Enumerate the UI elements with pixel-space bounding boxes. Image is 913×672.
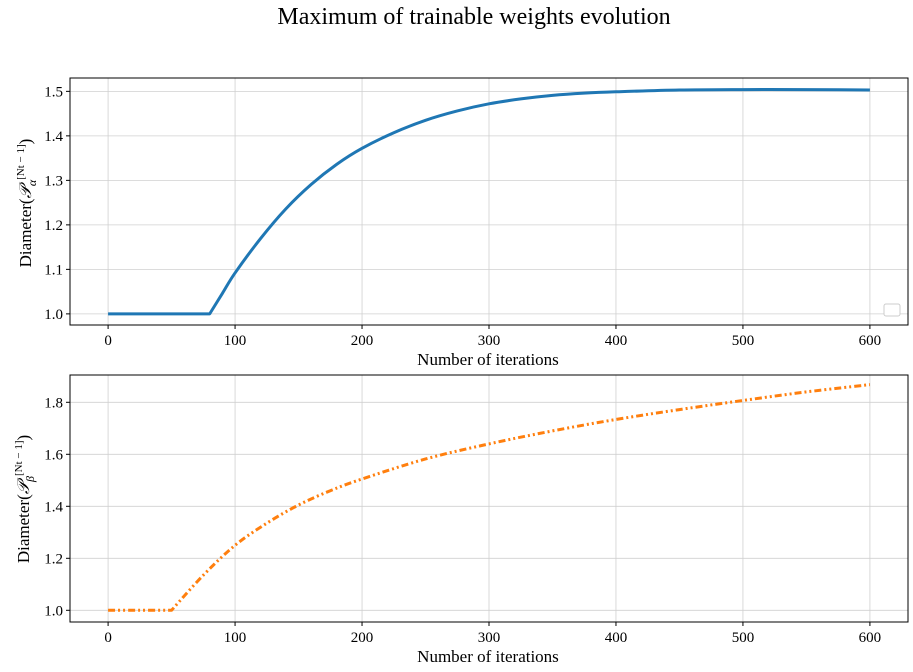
grid-lines bbox=[70, 78, 908, 325]
svg-text:Diameter(𝒫α[Nt − 1]): Diameter(𝒫α[Nt − 1]) bbox=[15, 139, 39, 268]
y-label-superscript: [Nt − 1] bbox=[15, 144, 27, 180]
y-tick-label: 1.2 bbox=[44, 551, 63, 567]
x-tick-label: 0 bbox=[104, 630, 112, 646]
legend-box bbox=[883, 303, 901, 317]
y-tick-label: 1.6 bbox=[44, 447, 63, 463]
y-axis-label: Diameter(𝒫β[Nt − 1]) bbox=[13, 435, 37, 563]
series-line bbox=[108, 383, 871, 612]
grid-lines bbox=[70, 375, 908, 622]
subplot-alpha: 0 100 200 300 400 500 600 1.0 1.1 1.2 1.3 1.4 1.5 Nu… bbox=[15, 77, 909, 369]
y-tick-label: 1.0 bbox=[44, 307, 63, 323]
y-axis-label: Diameter(𝒫α[Nt − 1]) bbox=[15, 139, 39, 268]
x-tick-label: 200 bbox=[351, 630, 374, 646]
x-tick-label: 100 bbox=[224, 630, 247, 646]
x-tick-label: 300 bbox=[478, 630, 501, 646]
x-axis-label: Number of iterations bbox=[417, 647, 559, 666]
x-tick-label: 200 bbox=[351, 333, 374, 349]
y-tick-label: 1.4 bbox=[44, 499, 63, 515]
y-label-suffix: ) bbox=[16, 139, 35, 145]
series-line bbox=[108, 88, 870, 316]
svg-text:Diameter(𝒫β[Nt − 1]): Diameter(𝒫β[Nt − 1]) bbox=[13, 435, 37, 563]
x-axis-label: Number of iterations bbox=[417, 350, 559, 369]
figure-title: Maximum of trainable weights evolution bbox=[277, 4, 670, 30]
x-tick-label: 600 bbox=[859, 333, 882, 349]
x-tick-label: 400 bbox=[605, 333, 628, 349]
series-lines bbox=[108, 383, 871, 612]
y-label-subscript: α bbox=[25, 179, 39, 186]
y-tick-label: 1.4 bbox=[44, 129, 63, 145]
subplot-beta: 0 100 200 300 400 500 600 1.0 1.2 1.4 1.6 1.8 Numbe… bbox=[13, 374, 909, 666]
x-tick-label: 0 bbox=[104, 333, 112, 349]
y-tick-label: 1.1 bbox=[44, 262, 63, 278]
legend bbox=[883, 303, 901, 317]
axis-ticks: 0 100 200 300 400 500 600 1.0 1.1 1.2 1.3 1.4 1.5 bbox=[44, 84, 881, 349]
series-lines bbox=[108, 88, 870, 316]
x-tick-label: 100 bbox=[224, 333, 247, 349]
y-tick-label: 1.8 bbox=[44, 395, 63, 411]
x-tick-label: 300 bbox=[478, 333, 501, 349]
y-tick-label: 1.5 bbox=[44, 84, 63, 100]
axis-ticks: 0 100 200 300 400 500 600 1.0 1.2 1.4 1.6 1.8 bbox=[44, 395, 881, 646]
y-label-prefix: Diameter( bbox=[14, 494, 33, 563]
y-label-superscript: [Nt − 1] bbox=[13, 440, 25, 476]
y-label-subscript: β bbox=[23, 476, 37, 483]
x-tick-label: 400 bbox=[605, 630, 628, 646]
y-tick-label: 1.0 bbox=[44, 603, 63, 619]
y-label-suffix: ) bbox=[14, 435, 33, 441]
x-tick-label: 500 bbox=[732, 333, 755, 349]
x-tick-label: 600 bbox=[859, 630, 882, 646]
x-tick-label: 500 bbox=[732, 630, 755, 646]
y-label-prefix: Diameter( bbox=[16, 198, 35, 267]
y-tick-label: 1.3 bbox=[44, 173, 63, 189]
y-tick-label: 1.2 bbox=[44, 218, 63, 234]
